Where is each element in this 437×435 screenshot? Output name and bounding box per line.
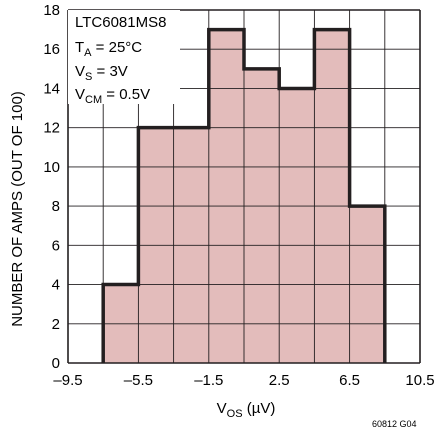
legend-line-ta: TA = 25°C bbox=[75, 39, 142, 59]
x-tick-label: –9.5 bbox=[53, 372, 82, 389]
y-tick-label: 2 bbox=[52, 316, 60, 333]
histogram-bar bbox=[279, 88, 315, 363]
y-axis-label: NUMBER OF AMPS (OUT OF 100) bbox=[9, 91, 26, 327]
y-tick-label: 6 bbox=[52, 237, 60, 254]
x-axis-label: VOS (µV) bbox=[217, 400, 276, 420]
condition-legend: LTC6081MS8 TA = 25°C VS = 3V VCM = 0.5V bbox=[68, 10, 180, 106]
histogram-bar bbox=[208, 29, 244, 363]
x-tick-label: 2.5 bbox=[269, 372, 290, 389]
x-tick-label: 10.5 bbox=[405, 372, 434, 389]
histogram-bar bbox=[314, 29, 350, 363]
y-tick-label: 8 bbox=[52, 198, 60, 215]
legend-line-vcm: VCM = 0.5V bbox=[75, 86, 150, 106]
y-tick-label: 18 bbox=[43, 2, 60, 19]
y-tick-label: 12 bbox=[43, 120, 60, 137]
histogram-bar bbox=[244, 68, 280, 363]
x-tick-label: –5.5 bbox=[124, 372, 153, 389]
x-tick-labels: –9.5 –5.5 –1.5 2.5 6.5 10.5 bbox=[53, 372, 434, 389]
x-tick-label: –1.5 bbox=[194, 372, 223, 389]
figure-id: 60812 G04 bbox=[372, 419, 417, 429]
legend-title: LTC6081MS8 bbox=[75, 14, 166, 31]
y-tick-label: 14 bbox=[43, 80, 60, 97]
y-tick-label: 4 bbox=[52, 277, 60, 294]
y-tick-label: 0 bbox=[52, 355, 60, 372]
x-tick-label: 6.5 bbox=[339, 372, 360, 389]
histogram-outline bbox=[101, 27, 387, 363]
legend-line-vs: VS = 3V bbox=[75, 63, 128, 83]
y-tick-label: 16 bbox=[43, 41, 60, 58]
y-tick-label: 10 bbox=[43, 159, 60, 176]
y-tick-labels: 0 2 4 6 8 10 12 14 16 18 bbox=[43, 2, 60, 372]
legend-box bbox=[68, 10, 180, 104]
